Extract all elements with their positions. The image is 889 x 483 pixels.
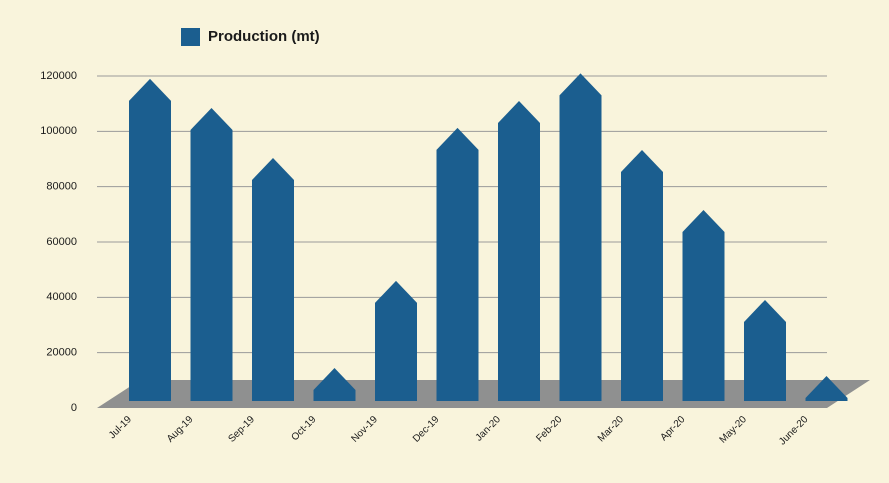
bar bbox=[805, 376, 848, 401]
bar bbox=[190, 107, 233, 401]
bar bbox=[682, 210, 725, 401]
legend-swatch bbox=[181, 28, 200, 46]
y-tick-label: 60000 bbox=[46, 236, 77, 248]
bar bbox=[621, 150, 663, 401]
bar bbox=[375, 280, 417, 401]
legend: Production (mt) bbox=[181, 28, 320, 46]
y-tick-label: 0 bbox=[71, 402, 77, 414]
bar bbox=[436, 127, 479, 402]
bar bbox=[129, 78, 171, 402]
y-tick-label: 120000 bbox=[40, 70, 77, 82]
y-tick-label: 20000 bbox=[46, 347, 77, 359]
bar bbox=[559, 73, 602, 401]
y-tick-label: 100000 bbox=[40, 125, 77, 137]
y-tick-label: 40000 bbox=[46, 291, 77, 303]
y-tick-label: 80000 bbox=[46, 181, 77, 193]
bar bbox=[744, 299, 786, 401]
bar bbox=[252, 158, 294, 401]
legend-label: Production (mt) bbox=[208, 28, 320, 45]
bar bbox=[313, 368, 356, 401]
bar bbox=[498, 101, 540, 402]
